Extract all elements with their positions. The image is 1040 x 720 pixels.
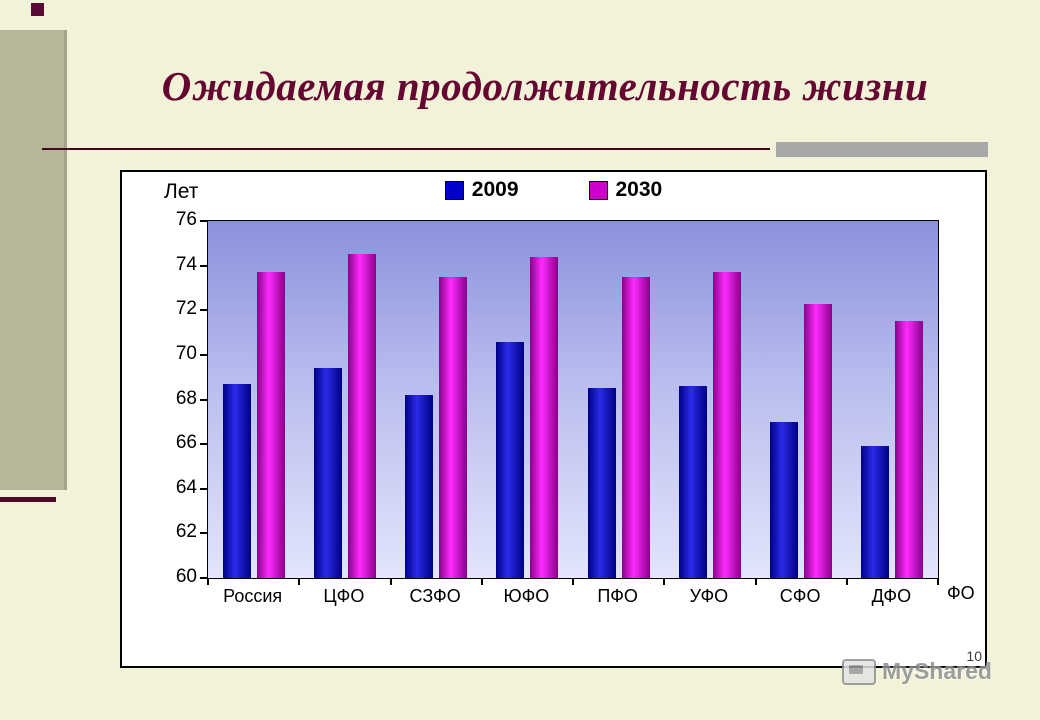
y-tick-label: 68 xyxy=(175,387,197,409)
bar-2030-СЗФО xyxy=(439,276,468,578)
x-axis-title: ФО xyxy=(947,583,975,603)
x-tick-mark xyxy=(937,579,939,585)
x-tick-mark xyxy=(572,579,574,585)
legend-swatch-2009 xyxy=(444,180,464,200)
y-tick-label: 76 xyxy=(175,209,197,230)
x-tick-label: ДФО xyxy=(871,586,912,606)
x-tick-mark xyxy=(480,579,483,585)
legend-label: 2030 xyxy=(615,178,663,201)
bar-2009-ДФО xyxy=(861,446,890,578)
plot-area xyxy=(207,220,939,579)
y-axis-title: Лет xyxy=(164,180,199,203)
x-tick-label: Россия xyxy=(223,586,283,606)
bar-2030-ЦФО xyxy=(347,254,376,578)
x-tick-mark xyxy=(389,579,392,585)
legend-swatch-2030 xyxy=(588,180,608,200)
x-tick-mark xyxy=(207,579,209,585)
x-tick-mark xyxy=(298,579,301,585)
corner-accent-square xyxy=(31,3,44,16)
legend-label: 2009 xyxy=(471,178,519,201)
x-tick-mark xyxy=(754,579,757,585)
bar-2030-УФО xyxy=(712,272,741,578)
y-tick-mark xyxy=(200,220,207,222)
legend-entry-2030: 2030 xyxy=(588,178,663,202)
bar-2030-СФО xyxy=(804,303,833,578)
y-tick-label: 62 xyxy=(175,521,197,543)
x-tick-mark xyxy=(845,579,848,585)
title-underline xyxy=(42,148,770,150)
bar-2009-СЗФО xyxy=(405,395,434,578)
bar-2009-СФО xyxy=(770,421,799,578)
y-tick-label: 64 xyxy=(175,476,197,498)
y-tick-mark xyxy=(200,532,207,535)
watermark-label: MyShared xyxy=(882,658,992,684)
y-tick-label: 66 xyxy=(175,432,197,454)
x-tick-label: СФО xyxy=(779,586,821,606)
bar-2009-ЦФО xyxy=(313,368,342,578)
x-tick-mark xyxy=(663,579,666,585)
y-tick-label: 72 xyxy=(175,298,197,320)
y-tick-mark xyxy=(200,487,207,490)
bar-2009-ПФО xyxy=(587,388,616,578)
left-decor-bar xyxy=(0,30,67,490)
bar-2009-Россия xyxy=(222,383,251,578)
left-accent-dash xyxy=(0,497,56,502)
bar-2030-ПФО xyxy=(621,276,650,578)
chart-legend: 2009 2030 xyxy=(122,178,985,202)
bar-2009-УФО xyxy=(678,386,707,578)
x-tick-label: УФО xyxy=(689,586,729,606)
x-tick-label: ЮФО xyxy=(503,586,550,606)
y-tick-mark xyxy=(200,577,207,579)
watermark[interactable]: MyShared xyxy=(842,658,992,685)
watermark-logo-icon xyxy=(842,658,876,685)
x-tick-label: ЦФО xyxy=(323,586,365,606)
bar-2030-Россия xyxy=(256,272,285,578)
y-tick-mark xyxy=(200,353,207,356)
page-number: 10 xyxy=(966,648,982,664)
legend-entry-2009: 2009 xyxy=(444,178,519,202)
slide-title: Ожидаемая продолжительность жизни xyxy=(161,63,929,109)
x-tick-label: ПФО xyxy=(597,586,638,606)
bar-2030-ДФО xyxy=(895,321,924,578)
y-tick-mark xyxy=(200,398,207,401)
y-tick-mark xyxy=(200,264,207,267)
bar-2030-ЮФО xyxy=(530,256,559,578)
title-underline-shadow xyxy=(776,142,988,157)
x-tick-label: СЗФО xyxy=(409,586,461,606)
chart-frame: Лет 2009 2030 ФО 76 74 72 70 68 66 64 62 60 Россия… xyxy=(120,170,987,668)
bar-2009-ЮФО xyxy=(496,341,525,578)
y-tick-mark xyxy=(200,309,207,312)
y-tick-label: 70 xyxy=(175,342,197,364)
y-tick-label: 74 xyxy=(175,253,197,275)
y-tick-label: 60 xyxy=(175,566,197,587)
y-tick-mark xyxy=(200,443,207,446)
